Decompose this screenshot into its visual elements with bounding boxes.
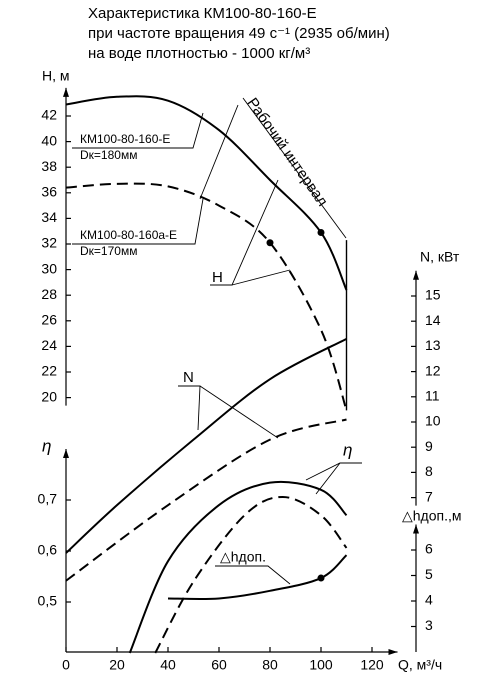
y-tick-label: 32 (41, 235, 57, 251)
y-tick-label: 11 (425, 388, 440, 404)
y-tick-label: 26 (41, 312, 57, 328)
leaders (72, 97, 362, 585)
annotation: H (212, 269, 223, 286)
y-tick-label: 10 (425, 413, 441, 429)
y-tick-label: 42 (41, 107, 57, 123)
x-tick-label: 0 (62, 657, 70, 673)
y-tick-label: 24 (41, 337, 57, 353)
x-tick-label: 40 (160, 657, 176, 673)
y-tick-label: 22 (41, 363, 57, 379)
title-line: при частоте вращения 49 с⁻¹ (2935 об/мин… (88, 25, 390, 42)
curve (65, 337, 347, 554)
y-tick-label: 28 (41, 286, 57, 302)
annotation: Dк=180мм (80, 148, 137, 162)
annotation: КМ100-80-160а-Е (80, 228, 177, 242)
y-tick-label: 8 (425, 463, 433, 479)
point (266, 239, 274, 247)
x-tick-label: 20 (109, 657, 125, 673)
y-tick-label: 4 (425, 592, 433, 608)
curve (65, 418, 347, 582)
y-tick-label: 36 (41, 184, 57, 200)
leader (215, 565, 291, 585)
leader (305, 462, 362, 481)
axis-arrow (388, 649, 398, 655)
y2-axis-label: N, кВт (420, 249, 460, 265)
x-tick-label: 80 (262, 657, 278, 673)
axis-arrow (63, 449, 69, 458)
title-line: Характеристика КМ100-80-160-Е (88, 5, 317, 22)
x-tick-label: 100 (309, 657, 333, 673)
y-tick-label: 30 (41, 260, 57, 276)
y-tick-label: 12 (425, 362, 441, 378)
y-tick-label: 20 (41, 388, 57, 404)
y-tick-label: 6 (425, 541, 433, 557)
y-tick-label: 0,7 (38, 491, 58, 507)
leader (199, 104, 239, 200)
curve (65, 182, 348, 411)
axis-arrow (63, 87, 69, 97)
x-tick-label: 60 (211, 657, 227, 673)
leader (199, 385, 279, 439)
x-tick-label: 120 (360, 657, 384, 673)
annotation: КМ100-80-160-Е (80, 132, 170, 146)
point (317, 574, 325, 582)
point (317, 228, 325, 236)
leader (231, 269, 291, 286)
interval-label: Рабочий интервал (243, 95, 330, 210)
y-tick-label: 14 (425, 312, 441, 328)
annotation: N (183, 369, 194, 386)
leader (242, 97, 347, 239)
leader (178, 385, 201, 431)
leader (72, 112, 204, 149)
annotation: △hдоп. (220, 549, 266, 565)
y-tick-label: 13 (425, 337, 441, 353)
y-axis-label: H, м (42, 68, 70, 84)
axis-arrow (413, 524, 419, 534)
x-axis-label: Q, м³/ч (398, 657, 442, 673)
curve (128, 480, 348, 654)
axis-arrow (413, 270, 419, 280)
annotation: Dк=170мм (80, 244, 137, 258)
annotation: η (343, 440, 352, 459)
curve (154, 495, 348, 654)
y-tick-label: 0,6 (38, 542, 58, 558)
y3-axis-label: η (42, 436, 51, 455)
y-tick-label: 3 (425, 617, 433, 633)
y-tick-label: 9 (425, 438, 433, 454)
y-tick-label: 5 (425, 566, 433, 582)
y-tick-label: 15 (425, 287, 441, 303)
y-tick-label: 7 (425, 488, 433, 504)
curve (167, 554, 348, 601)
title-line: на воде плотностью - 1000 кг/м³ (88, 45, 310, 62)
y-tick-label: 38 (41, 158, 57, 174)
y-tick-label: 0,5 (38, 593, 58, 609)
curve (65, 95, 348, 291)
y4-axis-label: △hдоп.,м (402, 508, 462, 524)
leader (72, 198, 204, 245)
y-tick-label: 34 (41, 209, 57, 225)
y-tick-label: 40 (41, 132, 57, 148)
